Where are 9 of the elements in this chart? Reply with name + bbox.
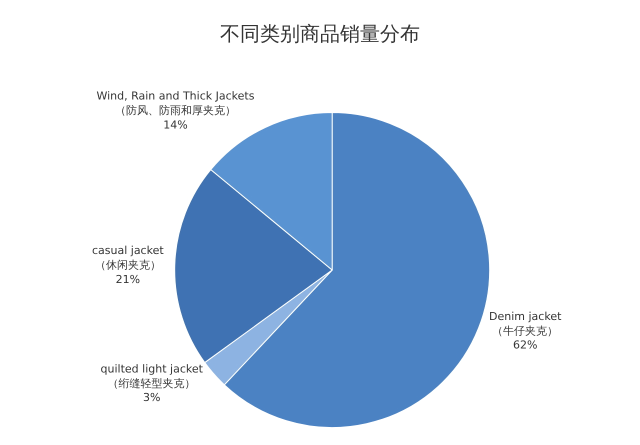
- data-label: 14%: [163, 118, 188, 132]
- data-label: 21%: [116, 272, 140, 286]
- slice-label: Denim jacket （牛仔夹克）: [489, 310, 562, 338]
- data-label: 3%: [143, 391, 160, 404]
- slice-label: quilted light jacket （绗缝轻型夹克）: [100, 362, 204, 390]
- chart-title: 不同类别商品销量分布: [220, 22, 420, 46]
- data-label: 62%: [512, 338, 538, 352]
- slice-label: casual jacket （休闲夹克）: [92, 244, 164, 272]
- slice-label: Wind, Rain and Thick Jackets （防风、防雨和厚夹克）: [96, 90, 255, 117]
